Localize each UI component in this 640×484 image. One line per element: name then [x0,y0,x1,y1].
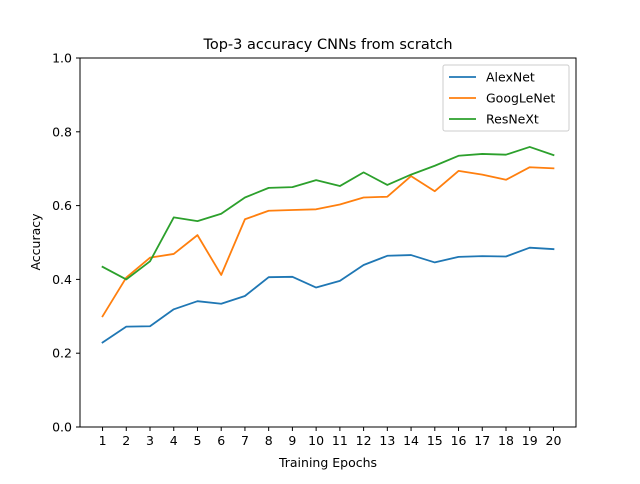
x-tick-label: 14 [403,433,419,448]
y-tick-label: 0.0 [52,420,72,435]
x-tick-label: 1 [99,433,107,448]
x-tick-label: 19 [522,433,538,448]
series-line-alexnet [101,246,555,344]
x-tick-label: 9 [288,433,296,448]
y-tick-label: 1.0 [52,51,72,66]
x-tick-label: 18 [498,433,514,448]
y-tick-label: 0.8 [52,124,72,139]
x-tick-label: 8 [265,433,273,448]
chart-title: Top-3 accuracy CNNs from scratch [202,37,452,53]
x-tick-label: 13 [379,433,395,448]
x-tick-label: 5 [193,433,201,448]
axes-frame [79,57,577,428]
x-tick-label: 3 [146,433,154,448]
y-tick-label: 0.6 [52,198,72,213]
y-tick-label: 0.2 [52,346,72,361]
x-tick-label: 17 [474,433,490,448]
x-tick-label: 15 [427,433,443,448]
legend-label-googlenet: GoogLeNet [486,91,555,106]
x-axis-label: Training Epochs [278,455,377,470]
x-tick-label: 16 [451,433,467,448]
x-tick-label: 20 [546,433,562,448]
x-tick-label: 4 [170,433,178,448]
plot-area: 1 2 3 4 5 6 7 8 9 10 11 12 13 14 15 16 17 18 19 200.00.20.4… [52,51,577,448]
y-tick-label: 0.4 [52,272,72,287]
legend-label-alexnet: AlexNet [486,70,535,85]
series-line-googlenet [101,166,555,318]
series-line-resnext [101,146,555,281]
x-tick-label: 12 [356,433,372,448]
legend-label-resnext: ResNeXt [486,112,539,127]
x-tick-label: 6 [217,433,225,448]
legend-box [442,64,570,132]
y-axis-label: Accuracy [28,213,43,271]
x-tick-label: 2 [122,433,130,448]
x-tick-label: 11 [332,433,348,448]
x-tick-label: 10 [308,433,324,448]
x-tick-label: 7 [241,433,249,448]
